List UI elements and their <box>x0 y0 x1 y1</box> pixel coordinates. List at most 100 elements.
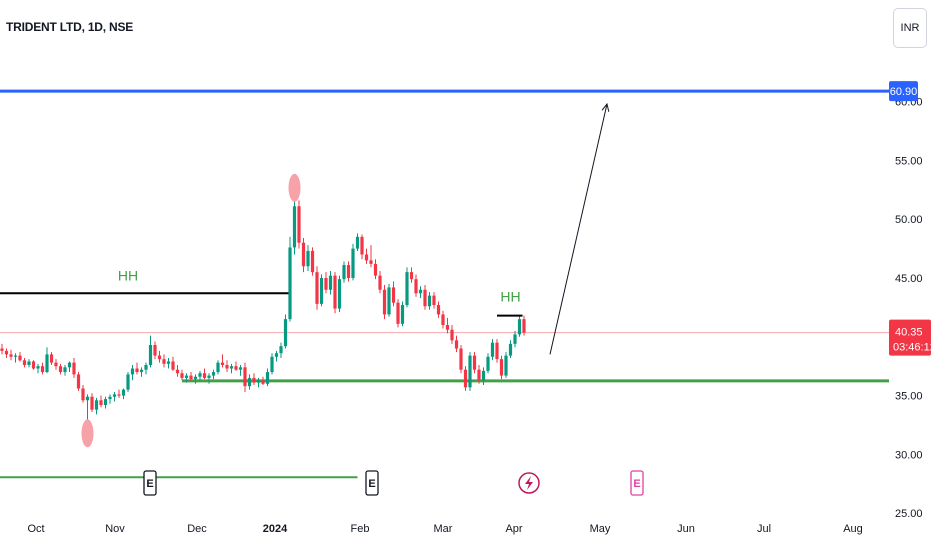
candle-body <box>202 373 207 378</box>
candle-body <box>409 272 414 280</box>
earnings-marker-label: E <box>146 478 153 490</box>
swing-high-marker <box>288 173 301 202</box>
candle-body <box>13 355 18 357</box>
candle-body <box>495 342 499 360</box>
candle-body <box>436 305 441 315</box>
candle-body <box>54 362 58 367</box>
candle-body <box>180 373 184 378</box>
candle-body <box>67 362 72 368</box>
candle-body <box>319 278 324 304</box>
candle-body <box>468 355 472 388</box>
candle-body <box>373 263 378 276</box>
candle-body <box>283 319 288 347</box>
candle-body <box>490 342 495 357</box>
candle-body <box>0 348 4 351</box>
earnings-marker-label: E <box>633 478 640 490</box>
candle-body <box>193 376 198 380</box>
candle-body <box>117 394 121 396</box>
time-tick-label: Feb <box>351 523 370 535</box>
candle-body <box>4 350 9 355</box>
earnings-marker[interactable] <box>365 470 379 496</box>
candle-body <box>400 305 405 324</box>
candle-body <box>121 389 126 396</box>
candle-body <box>427 295 432 307</box>
projection-arrow[interactable] <box>549 103 608 355</box>
time-axis[interactable]: Oct Nov Dec 2024 Feb Mar Apr May Jun Jul Aug <box>27 523 862 535</box>
candle-body <box>382 289 387 315</box>
candle-body <box>58 366 63 373</box>
candle-body <box>337 279 342 309</box>
candle-body <box>328 275 333 290</box>
candle-body <box>414 279 418 294</box>
candle-body <box>265 372 270 384</box>
last-price-label[interactable] <box>889 319 931 356</box>
earnings-marker-label: E <box>368 478 375 490</box>
time-tick-label: Nov <box>105 523 125 535</box>
candle-body <box>27 361 31 365</box>
candle-body <box>423 289 427 307</box>
candle-body <box>288 247 292 320</box>
candle-body <box>387 287 391 315</box>
time-tick-label: Mar <box>434 523 453 535</box>
candle-body <box>513 334 517 344</box>
candle-body <box>153 345 157 356</box>
candle-body <box>175 369 180 374</box>
candle-body <box>130 368 135 375</box>
candle-body <box>216 362 220 373</box>
hh-label: HH <box>118 267 138 283</box>
candle-body <box>207 375 211 378</box>
bar-countdown-text: 03:46:12 <box>893 342 932 354</box>
time-tick-label: Jul <box>757 523 771 535</box>
candle-body <box>72 362 76 375</box>
candle-body <box>459 348 463 370</box>
hh-label: HH <box>500 289 520 305</box>
price-tick-label: 45.00 <box>895 273 923 285</box>
drawn-levels <box>0 89 889 479</box>
candle-body <box>108 396 112 400</box>
candle-body <box>220 362 225 365</box>
candle-body <box>450 329 454 341</box>
candle-body <box>508 343 513 356</box>
candle-body <box>90 396 94 410</box>
arrow-head-icon <box>601 102 610 112</box>
candle-body <box>157 355 162 360</box>
candle-body <box>270 356 274 373</box>
candle-body <box>234 366 238 370</box>
candle-body <box>463 369 468 388</box>
candle-body <box>432 295 436 306</box>
candle-body <box>454 340 459 349</box>
candle-body <box>346 265 351 278</box>
candle-body <box>360 236 364 255</box>
price-tick-label: 35.00 <box>895 391 923 403</box>
candle-body <box>126 374 130 390</box>
candle-body <box>481 370 486 381</box>
price-axis[interactable]: 25.0030.0035.0040.0045.0050.0055.0060.00… <box>889 38 932 520</box>
candle-body <box>225 364 229 369</box>
candle-body <box>94 400 99 410</box>
candle-body <box>391 287 396 303</box>
candle-body <box>238 367 243 370</box>
currency-button[interactable]: INR <box>893 8 927 48</box>
candle-body <box>445 325 450 330</box>
last-price-text: 40.35 <box>895 327 923 339</box>
resistance-price-label[interactable] <box>889 81 918 102</box>
candlestick-series <box>0 182 526 428</box>
earnings-marker[interactable] <box>143 470 157 496</box>
candle-body <box>166 361 171 364</box>
candle-body <box>306 250 310 267</box>
candle-body <box>517 319 522 335</box>
candle-body <box>40 366 45 373</box>
candle-body <box>22 360 27 365</box>
candle-body <box>247 377 252 387</box>
candle-body <box>333 275 337 309</box>
candle-body <box>139 369 144 373</box>
candle-body <box>378 275 382 290</box>
candle-body <box>486 356 490 371</box>
candle-body <box>441 314 445 326</box>
earnings-marker[interactable] <box>630 470 644 496</box>
candle-body <box>418 289 423 294</box>
candle-body <box>81 388 85 401</box>
candle-body <box>351 248 355 278</box>
candle-body <box>184 375 189 378</box>
